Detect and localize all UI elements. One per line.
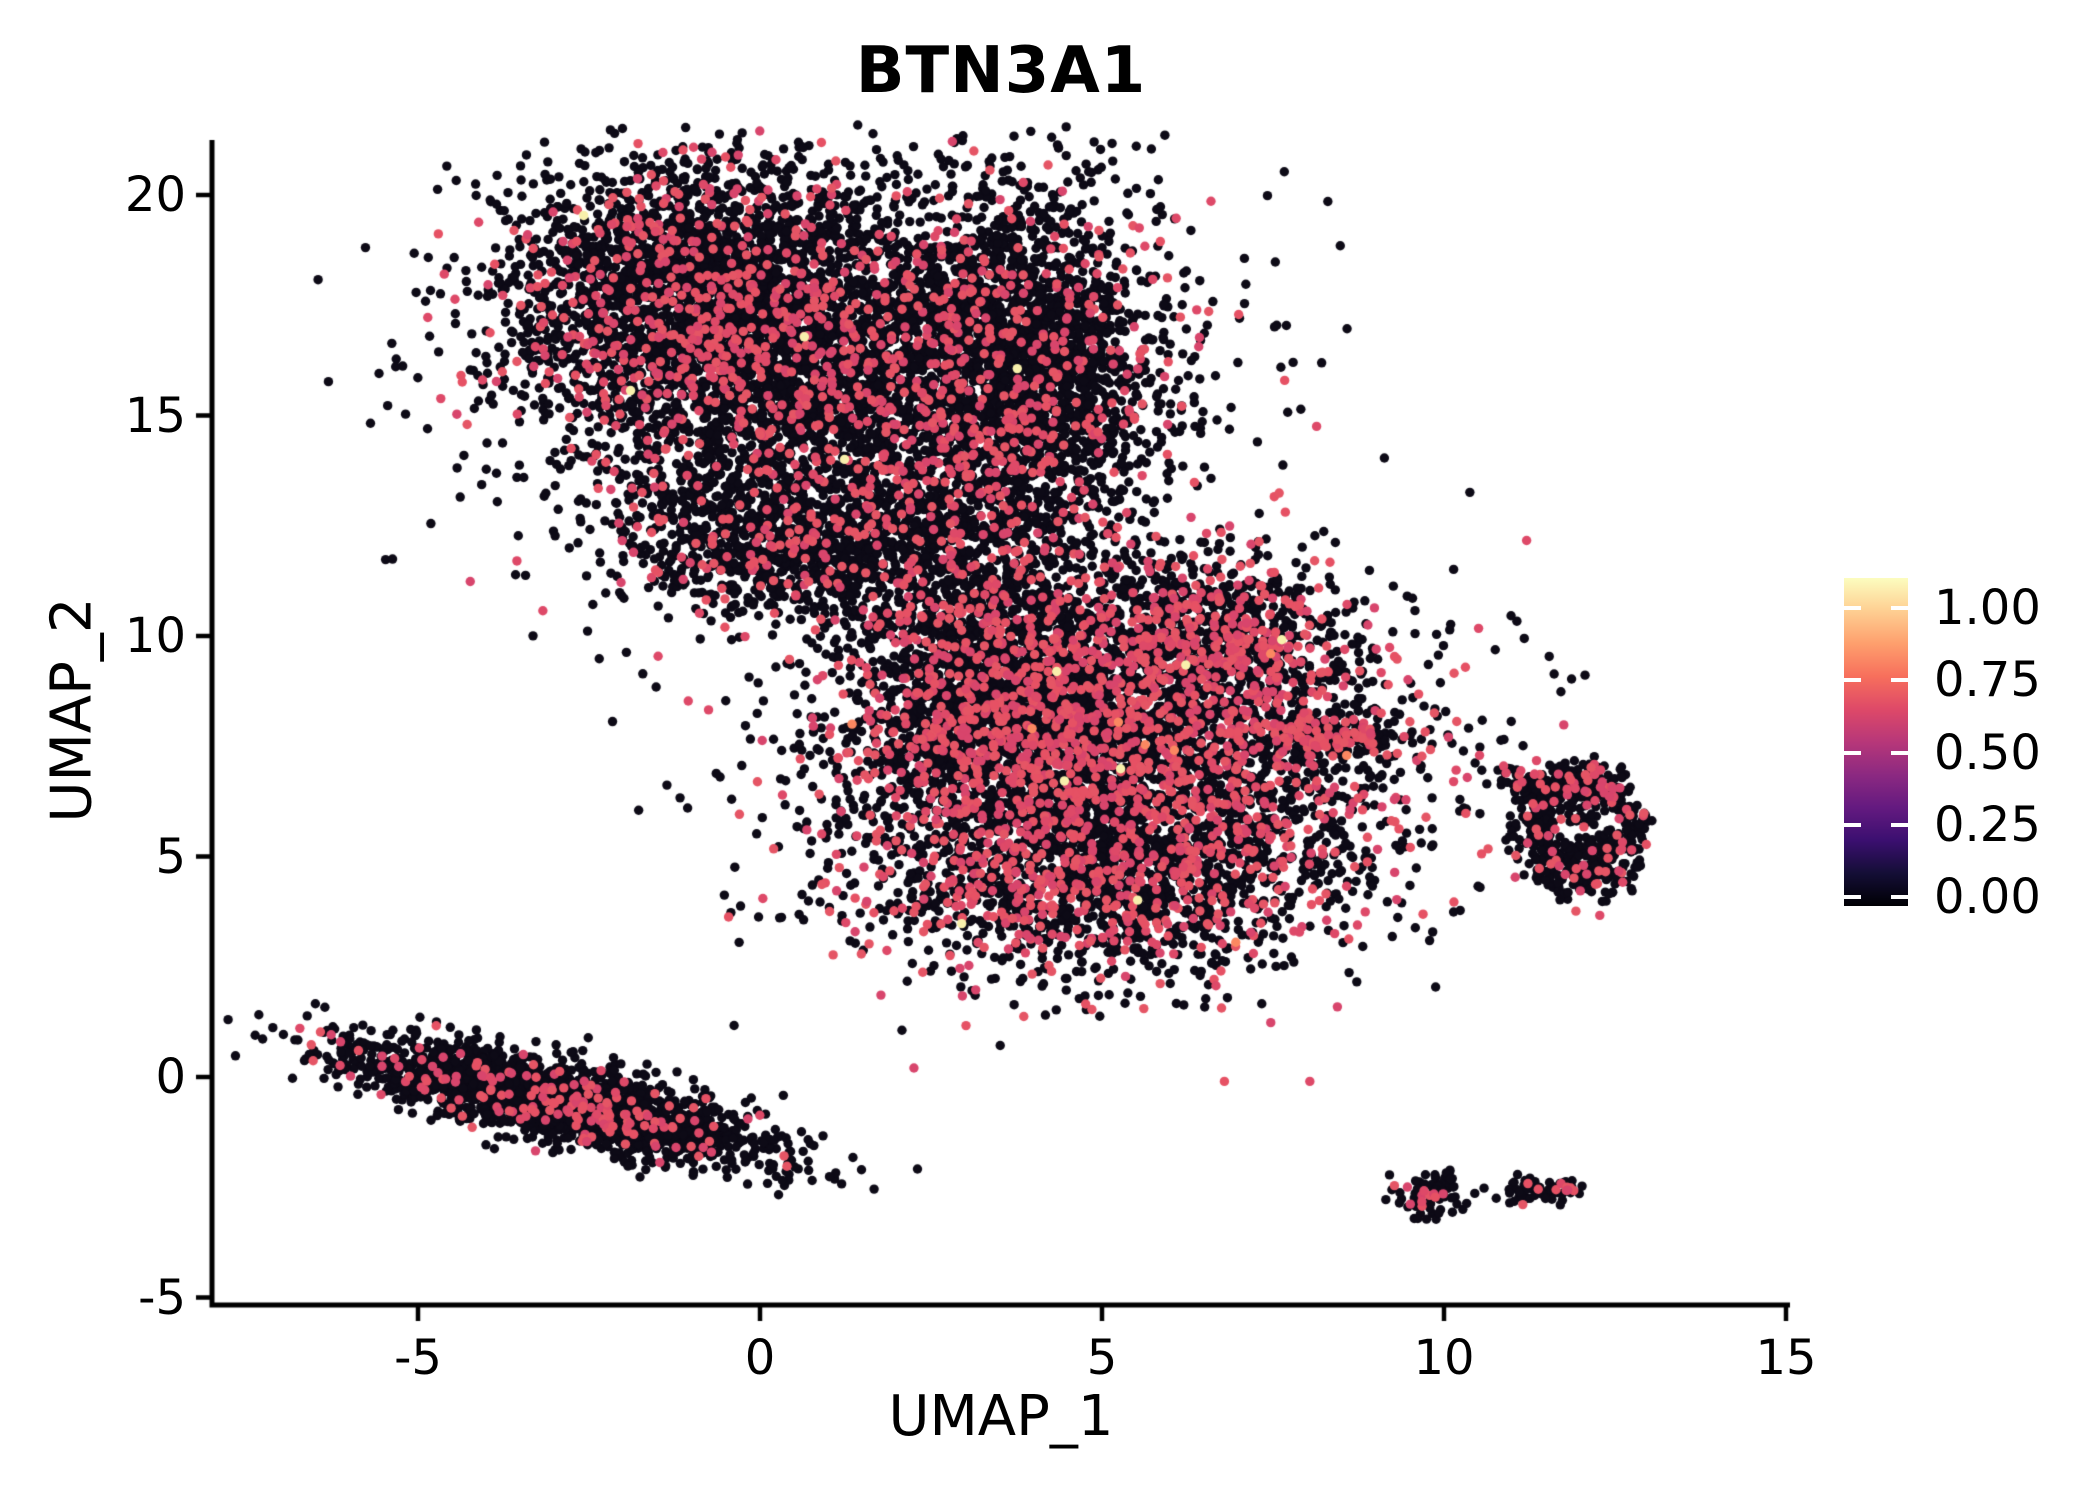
y-tick-label: 5	[155, 828, 186, 885]
x-tick-label: -5	[394, 1330, 442, 1386]
x-tick-label: 5	[1086, 1330, 1118, 1386]
x-tick-label: 10	[1413, 1330, 1475, 1386]
y-tick-label: 20	[124, 167, 186, 223]
legend-tick-label: 0.50	[1934, 724, 2041, 781]
colorbar-tick-mark	[1891, 678, 1908, 683]
x-tick-label: 15	[1755, 1330, 1817, 1386]
colorbar-tick-mark	[1891, 606, 1908, 610]
legend-tick-label: 0.00	[1934, 869, 2041, 925]
y-tick-label: -5	[138, 1269, 186, 1326]
x-axis-title: UMAP_1	[888, 1384, 1114, 1449]
legend-tick-label: 0.75	[1934, 652, 2041, 709]
y-tick-label: 0	[155, 1049, 186, 1105]
colorbar-tick-mark	[1891, 822, 1908, 827]
colorbar-tick-mark	[1844, 895, 1861, 899]
colorbar-gradient	[1844, 578, 1908, 906]
colorbar-tick-mark	[1891, 895, 1908, 899]
legend-tick-label: 1.00	[1934, 580, 2041, 636]
x-tick-label: 0	[744, 1330, 776, 1386]
y-tick-label: 10	[124, 608, 186, 664]
y-tick-label: 15	[124, 387, 186, 444]
colorbar-tick-mark	[1844, 750, 1861, 755]
colorbar-tick-mark	[1844, 606, 1861, 610]
chart-title: BTN3A1	[855, 34, 1147, 108]
colorbar-tick-mark	[1844, 822, 1861, 827]
legend-tick-label: 0.25	[1934, 796, 2041, 853]
colorbar-tick-mark	[1891, 750, 1908, 755]
colorbar-tick-mark	[1844, 678, 1861, 683]
